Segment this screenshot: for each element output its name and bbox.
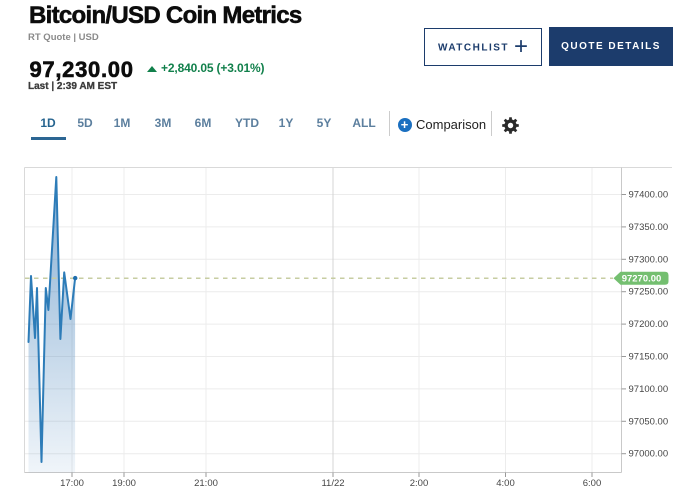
svg-text:17:00: 17:00 [60, 478, 84, 489]
svg-text:97400.00: 97400.00 [629, 190, 669, 201]
svg-text:97300.00: 97300.00 [629, 254, 669, 265]
svg-text:97050.00: 97050.00 [629, 416, 669, 427]
svg-text:6:00: 6:00 [583, 478, 602, 489]
svg-text:97000.00: 97000.00 [629, 449, 669, 460]
svg-text:97250.00: 97250.00 [629, 287, 669, 298]
svg-text:2:00: 2:00 [410, 478, 429, 489]
svg-text:97270.00: 97270.00 [622, 274, 662, 285]
svg-text:97150.00: 97150.00 [629, 352, 669, 363]
svg-text:19:00: 19:00 [112, 478, 136, 489]
svg-text:4:00: 4:00 [496, 478, 515, 489]
svg-text:21:00: 21:00 [194, 478, 218, 489]
svg-text:97350.00: 97350.00 [629, 222, 669, 233]
svg-text:97200.00: 97200.00 [629, 319, 669, 330]
svg-text:11/22: 11/22 [321, 478, 344, 489]
svg-text:97100.00: 97100.00 [629, 384, 669, 395]
